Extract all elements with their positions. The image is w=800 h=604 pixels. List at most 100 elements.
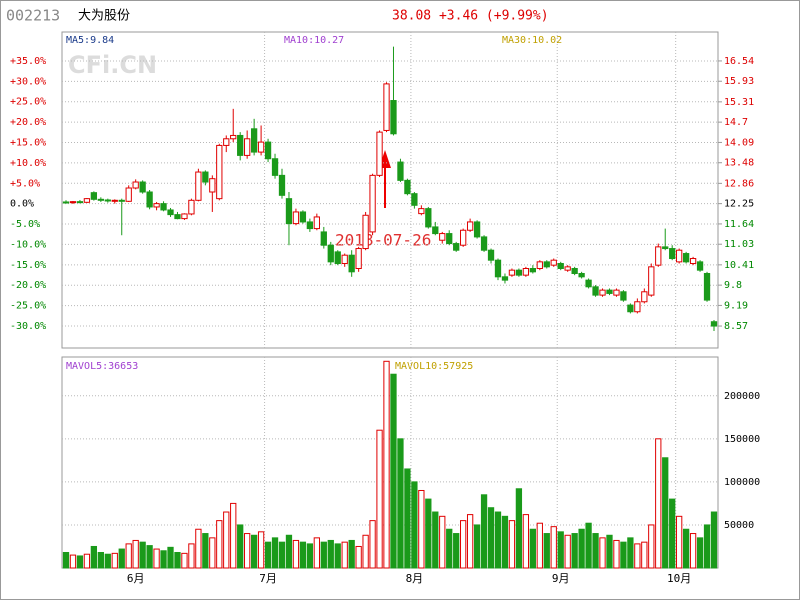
ma30-label: MA30:10.02 xyxy=(502,35,562,46)
candle-body xyxy=(501,276,509,281)
volume-bar xyxy=(118,548,125,569)
volume-bar xyxy=(69,554,77,569)
volume-bar xyxy=(710,511,718,569)
volume-bar xyxy=(62,551,70,569)
candle-body xyxy=(641,291,648,303)
y2-tick-label: 12.86 xyxy=(724,178,754,189)
volume-bar xyxy=(285,534,293,569)
candle-body xyxy=(550,259,557,266)
volume-bar xyxy=(209,537,216,569)
volume-bar xyxy=(682,528,690,569)
candle-body xyxy=(439,233,446,241)
candle-body xyxy=(278,174,286,196)
volume-bar xyxy=(104,553,111,569)
candle-body xyxy=(69,201,77,204)
volume-bar xyxy=(425,498,432,569)
candle-body xyxy=(62,201,70,204)
candle-body xyxy=(181,213,188,220)
volume-bar xyxy=(529,528,536,569)
candle-body xyxy=(682,253,690,263)
volume-bar xyxy=(473,524,481,569)
candle-body xyxy=(174,214,181,220)
candle-body xyxy=(522,268,530,276)
volume-bar xyxy=(341,541,348,569)
volume-bar xyxy=(83,553,91,569)
candle-body xyxy=(230,134,237,140)
y-tick-label: 200000 xyxy=(724,391,760,402)
y-tick-label: -15.0% xyxy=(10,260,46,271)
volume-bar xyxy=(508,520,516,569)
volume-bar xyxy=(397,438,404,569)
volume-bar xyxy=(585,522,592,569)
volume-bar xyxy=(655,438,662,569)
mavol10-label: MAVOL10:57925 xyxy=(395,361,473,372)
candle-body xyxy=(592,286,599,296)
volume-bar xyxy=(515,488,523,569)
candle-body xyxy=(536,261,543,270)
volume-bar xyxy=(703,524,711,569)
candle-body xyxy=(376,131,383,176)
candle-body xyxy=(188,199,195,215)
y-tick-label: 0.0% xyxy=(10,199,34,210)
candle-body xyxy=(104,199,111,202)
volume-bar xyxy=(181,552,188,569)
y-tick-label: +5.0% xyxy=(10,178,40,189)
price-panel xyxy=(61,31,719,349)
candle-body xyxy=(292,211,300,225)
candle-body xyxy=(571,268,578,274)
y2-tick-label: 11.64 xyxy=(724,219,754,230)
candle-body xyxy=(515,269,523,276)
y-tick-label: 50000 xyxy=(724,520,754,531)
volume-bar xyxy=(564,534,571,569)
volume-bar xyxy=(592,533,599,569)
volume-bar xyxy=(202,533,209,569)
volume-bar xyxy=(446,528,453,569)
ma5-label: MA5:9.84 xyxy=(66,35,114,46)
y-tick-label: -20.0% xyxy=(10,280,46,291)
candle-body xyxy=(655,246,662,266)
volume-bar xyxy=(383,360,390,569)
volume-bar xyxy=(494,511,502,569)
y-tick-label: +30.0% xyxy=(10,76,46,87)
candle-body xyxy=(139,181,146,193)
volume-bar xyxy=(320,541,327,569)
volume-bar xyxy=(557,531,564,569)
y-tick-label: +10.0% xyxy=(10,158,46,169)
volume-bar xyxy=(132,539,139,569)
volume-bar xyxy=(606,534,613,569)
volume-bar xyxy=(348,539,355,569)
candle-body xyxy=(223,138,230,146)
candle-body xyxy=(648,266,655,296)
volume-bar xyxy=(271,537,279,569)
candle-body xyxy=(160,203,167,211)
volume-bar xyxy=(689,533,697,569)
volume-bar xyxy=(244,533,251,569)
candle-body xyxy=(383,83,390,131)
candle-body xyxy=(473,221,481,238)
volume-bar xyxy=(223,511,230,569)
volume-bar xyxy=(453,533,460,569)
y-tick-label: +20.0% xyxy=(10,117,46,128)
candle-body xyxy=(167,209,174,216)
candle-body xyxy=(390,100,397,135)
volume-bar xyxy=(90,545,98,569)
y2-tick-label: 9.19 xyxy=(724,300,748,311)
y2-tick-label: 15.31 xyxy=(724,97,754,108)
volume-bar xyxy=(550,526,557,569)
y2-tick-label: 14.7 xyxy=(724,117,748,128)
candle-body xyxy=(125,187,132,202)
candle-body xyxy=(606,289,613,294)
candle-body xyxy=(369,174,376,233)
volume-bar xyxy=(111,552,118,569)
volume-bar xyxy=(355,545,362,569)
candle-body xyxy=(202,171,209,183)
volume-bar xyxy=(250,534,258,569)
candle-body xyxy=(599,289,606,296)
candle-body xyxy=(362,214,369,250)
volume-bar xyxy=(627,537,634,569)
candle-body xyxy=(299,211,307,223)
y-tick-label: 150000 xyxy=(724,434,760,445)
y-tick-label: +25.0% xyxy=(10,97,46,108)
candle-body xyxy=(83,198,91,203)
volume-bar xyxy=(216,520,223,569)
